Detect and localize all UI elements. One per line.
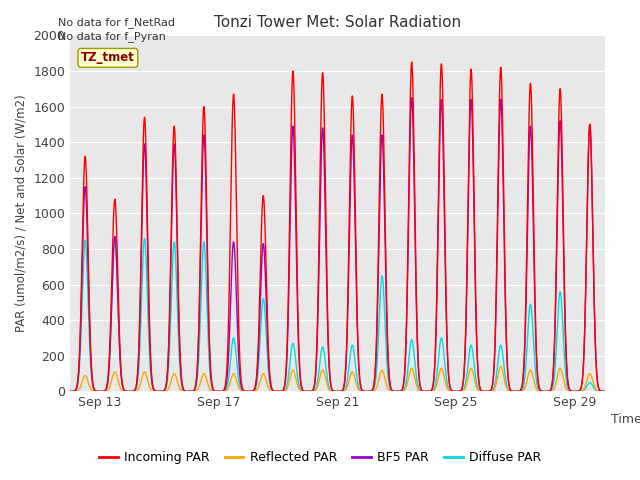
- Text: No data for f_Pyran: No data for f_Pyran: [58, 31, 166, 42]
- Title: Tonzi Tower Met: Solar Radiation: Tonzi Tower Met: Solar Radiation: [214, 15, 461, 30]
- Text: No data for f_NetRad: No data for f_NetRad: [58, 17, 175, 28]
- Text: TZ_tmet: TZ_tmet: [81, 51, 135, 64]
- Y-axis label: PAR (umol/m2/s) / Net and Solar (W/m2): PAR (umol/m2/s) / Net and Solar (W/m2): [15, 95, 28, 332]
- X-axis label: Time: Time: [611, 413, 640, 426]
- Legend: Incoming PAR, Reflected PAR, BF5 PAR, Diffuse PAR: Incoming PAR, Reflected PAR, BF5 PAR, Di…: [94, 446, 546, 469]
